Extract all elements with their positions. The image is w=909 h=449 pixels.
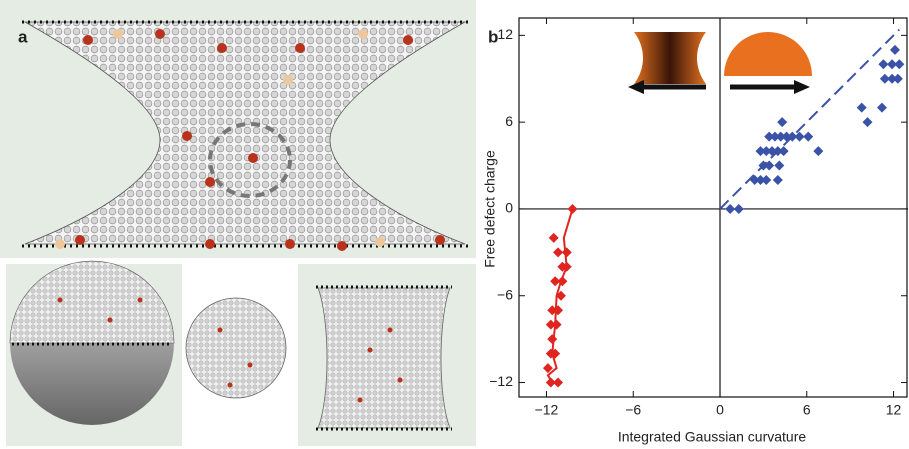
point (795, 132, 805, 142)
y-axis-label: Free defect charge (482, 150, 498, 268)
point (725, 204, 735, 214)
point (774, 161, 784, 171)
panel-label: a (18, 27, 28, 46)
point (890, 45, 900, 55)
x-tick-label: 12 (886, 402, 902, 418)
y-tick-label: 6 (505, 113, 513, 129)
point (777, 117, 787, 127)
y-tick-label: 0 (505, 200, 513, 216)
point (773, 175, 783, 185)
inset-saddle (634, 32, 706, 84)
plot-frame (519, 18, 907, 397)
x-tick-label: −12 (535, 402, 559, 418)
arrow-head (794, 80, 810, 94)
x-axis-label: Integrated Gaussian curvature (618, 429, 807, 445)
point (779, 146, 789, 156)
point (878, 59, 888, 69)
point (857, 103, 867, 113)
y-tick-label: 12 (497, 26, 513, 42)
panel-a: a (0, 0, 476, 446)
point (803, 132, 813, 142)
point (553, 247, 563, 257)
y-tick-label: −6 (497, 286, 513, 302)
point (552, 320, 562, 330)
inset-cap (724, 32, 812, 76)
x-tick-label: 0 (716, 402, 724, 418)
point (553, 305, 563, 315)
sphere (186, 298, 286, 398)
point (553, 378, 563, 388)
point (893, 74, 903, 84)
point (863, 117, 873, 127)
x-tick-label: 6 (803, 402, 811, 418)
point (761, 175, 771, 185)
point (894, 59, 904, 69)
point (813, 146, 823, 156)
barrel (318, 288, 450, 428)
x-tick-label: −6 (625, 402, 641, 418)
point (562, 247, 572, 257)
point (547, 334, 557, 344)
point (877, 103, 887, 113)
point (549, 233, 559, 243)
y-tick-label: −12 (489, 373, 513, 389)
figure: a b Integrated Gaussian curvature Free d… (0, 0, 909, 449)
point (734, 204, 744, 214)
